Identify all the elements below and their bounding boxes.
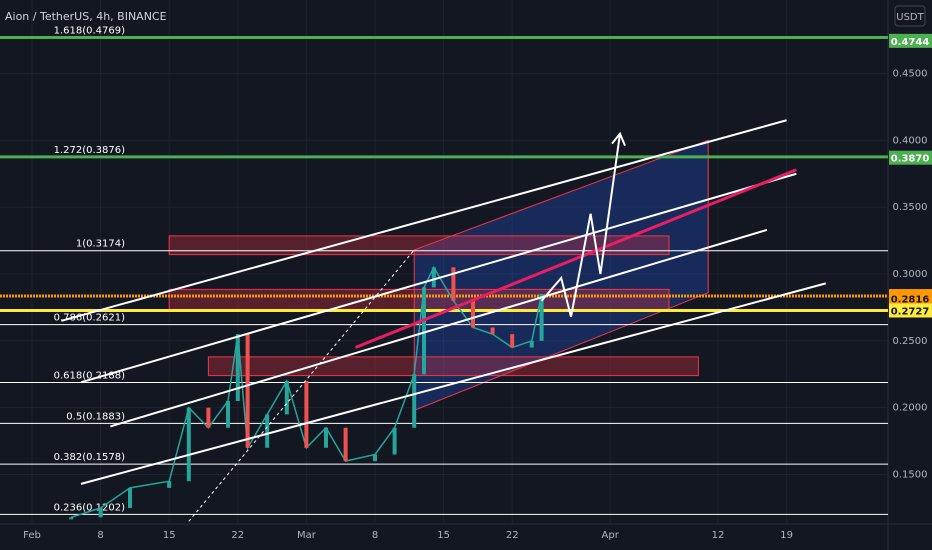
fib-level-label: 1.272(0.3876): [54, 145, 126, 156]
y-tick-label: 0.1500: [893, 470, 928, 481]
price-tag-label: 0.4744: [891, 37, 930, 48]
candle: [343, 427, 348, 462]
channel-mid-line: [110, 228, 768, 428]
fib-level-label: 1.618(0.4769): [54, 26, 126, 37]
candle: [431, 267, 436, 288]
chart-title: Aion / TetherUS, 4h, BINANCE: [5, 10, 167, 23]
candle: [510, 334, 515, 348]
candle: [392, 427, 397, 455]
candle: [324, 427, 328, 448]
rectangles: [168, 235, 699, 377]
candle: [490, 327, 495, 335]
dashed-trend-line: [188, 249, 415, 522]
y-tick-label: 0.4000: [893, 135, 928, 146]
x-tick-label: 22: [506, 530, 519, 541]
y-tick-label: 0.3000: [893, 269, 928, 280]
channel-lower-line: [80, 282, 827, 485]
candle: [422, 287, 426, 375]
axis-labels: 0.4500 0.4000 0.3500 0.3000 0.2500 0.2000 0.15…: [23, 68, 927, 541]
y-tick-label: 0.2000: [893, 403, 928, 414]
x-tick-label: 15: [163, 530, 176, 541]
x-tick-label: 8: [372, 530, 378, 541]
candle: [245, 334, 250, 448]
y-tick-label: 0.2500: [893, 336, 928, 347]
candle: [235, 334, 240, 401]
channel-center-line: [80, 172, 797, 384]
candle: [98, 507, 103, 518]
price-tag-bg: [889, 303, 932, 318]
channel-upper-line: [61, 119, 787, 322]
x-tick-label: 8: [97, 530, 103, 541]
price-tag-bg: [889, 33, 932, 48]
candle: [128, 487, 132, 508]
projection-arrowhead: [611, 131, 626, 147]
projection-path: [540, 133, 621, 318]
fib-level-label: 0.236(0.1202): [54, 502, 126, 513]
candle: [304, 380, 309, 448]
price-tag-label: 0.3870: [891, 154, 930, 165]
currency-button[interactable]: USDT: [894, 5, 926, 27]
x-tick-label: 12: [712, 530, 725, 541]
x-tick-label: Apr: [602, 530, 620, 541]
fib-retracement: 1.618(0.4769) 1.272(0.3876) 1(0.3174) 0.786…: [0, 26, 888, 515]
candle: [451, 267, 456, 301]
price-series: [69, 265, 544, 520]
candle: [284, 380, 289, 415]
x-tick-label: 22: [231, 530, 244, 541]
x-tick-label: 19: [780, 530, 793, 541]
candle: [69, 517, 74, 520]
x-tick-label: Feb: [23, 530, 41, 541]
fib-level-label: 1(0.3174): [76, 239, 125, 250]
trend-lines: [61, 119, 827, 522]
currency-button-label: USDT: [896, 12, 924, 23]
x-tick-label: 15: [437, 530, 450, 541]
candle: [206, 407, 211, 428]
price-tag-bg: [889, 150, 932, 165]
price-tag-label: 0.2727: [891, 306, 930, 317]
fib-level-label: 0.5(0.1883): [66, 411, 125, 422]
y-tick-label: 0.3500: [893, 202, 928, 213]
zone-box: [207, 356, 699, 377]
fib-level-label: 0.786(0.2621): [54, 313, 126, 324]
candle: [226, 401, 230, 428]
fib-level-label: 0.382(0.1578): [54, 452, 126, 463]
candle: [529, 340, 534, 348]
currency-button-frame: [894, 5, 926, 27]
price-tag-label: 0.2816: [891, 295, 930, 306]
zone-box: [168, 288, 670, 310]
y-tick-label: 0.4500: [893, 68, 928, 79]
candle: [186, 407, 191, 482]
x-tick-label: Mar: [297, 530, 317, 541]
candle: [539, 294, 544, 341]
zone-box: [168, 235, 670, 256]
candle: [167, 481, 172, 488]
candle: [412, 374, 417, 428]
pink-trend-line: [354, 168, 797, 349]
price-tag-bg: [889, 291, 932, 306]
candle: [373, 454, 377, 462]
fib-level-label: 0.618(0.2188): [54, 371, 126, 382]
candle: [471, 300, 475, 328]
candle: [265, 414, 270, 448]
